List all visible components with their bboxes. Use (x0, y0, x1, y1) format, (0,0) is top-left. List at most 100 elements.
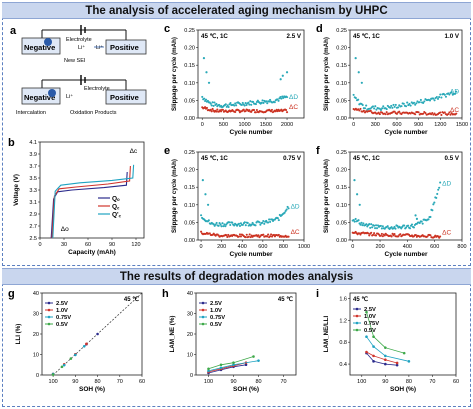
negative-label-top: Negative (24, 43, 55, 52)
top-cell-diagram: Negative Positive Electrolyte Li⁺ Li⁺ Ne… (21, 25, 147, 64)
x-tick-label: 200 (375, 244, 384, 250)
delta-c-point (448, 111, 451, 114)
delta-c-point (383, 234, 386, 237)
delta-d-point (254, 103, 257, 106)
delta-d-point (435, 196, 438, 199)
y-tick-label: 10 (33, 353, 39, 359)
series-point (384, 354, 387, 358)
series-point (372, 354, 375, 358)
series-point (384, 358, 387, 361)
delta-c-point (385, 111, 388, 114)
delta-d-point (415, 102, 418, 105)
delta-d-point (276, 217, 279, 220)
delta-c-point (287, 235, 290, 238)
delta-d-point (375, 227, 379, 230)
panel-h-lamne-chart: h 100 90 80 70 0 10 20 30 40 SOH (%) LAM_NE (%) 2.5V… (162, 288, 297, 393)
delta-d-point (209, 102, 212, 105)
panel-letter: h (162, 288, 169, 300)
voltage-label: 2.5 V (287, 33, 302, 40)
panel-letter: g (8, 288, 15, 300)
legend-marker (355, 321, 359, 325)
x-tick-label: 400 (403, 244, 412, 250)
delta-d-point (223, 223, 226, 226)
delta-d-point (412, 226, 415, 229)
series-line (51, 165, 131, 239)
y-tick-label: 0.10 (336, 81, 347, 87)
panel-d-slippage-chart: d 0 300 600 900 1200 1500 0.00 0.05 0.10 0.15 0.20 0… (316, 23, 468, 136)
delta-d-point (227, 106, 230, 109)
x-tick-label: 1000 (298, 244, 310, 250)
voltage-label: 0.75 V (283, 155, 302, 162)
delta-d-point (229, 223, 232, 227)
x-tick-label: 800 (279, 244, 288, 250)
panel-letter: c (164, 23, 170, 35)
panel-letter: d (316, 23, 323, 35)
delta-d-point (414, 214, 417, 217)
delta-c-point (234, 110, 237, 114)
series-point (365, 335, 368, 339)
y-axis-label: Slippage per cycle (mAh) (323, 37, 330, 111)
series-line (366, 311, 405, 354)
delta-c-point (253, 108, 256, 112)
positive-label-bottom: Positive (110, 93, 139, 102)
delta-d-point (429, 215, 432, 218)
x-tick-label: 600 (258, 244, 267, 250)
delta-d-point (354, 217, 357, 220)
delta-d-point (269, 220, 272, 223)
delta-c-point (447, 112, 450, 116)
delta-c-point (257, 234, 260, 237)
delta-d-point (403, 224, 406, 227)
series-point (372, 345, 375, 348)
delta-c-point (369, 109, 372, 112)
legend-delta-d: ΔD (442, 181, 451, 188)
x-tick-label: 1500 (456, 122, 468, 128)
delta-c-point (239, 235, 242, 238)
delta-d-point (280, 97, 283, 100)
delta-c-point (249, 236, 252, 239)
delta-c-point (277, 233, 280, 237)
series-point (62, 363, 66, 367)
delta-d-point (260, 101, 263, 104)
series-point (96, 332, 99, 336)
delta-d-point (431, 209, 434, 212)
intercalation-particle-icon (48, 89, 56, 97)
x-tick-label: 1500 (260, 122, 272, 128)
x-tick-label: 0 (201, 122, 204, 128)
x-tick-label: 500 (219, 122, 228, 128)
delta-d-point (354, 96, 357, 100)
plot-frame (197, 151, 305, 241)
delta-d-point (233, 104, 236, 107)
voltage-label: 1.0 V (445, 33, 460, 40)
delta-d-point (433, 99, 436, 102)
series-point (74, 353, 77, 357)
y-tick-label: 0.20 (336, 168, 347, 174)
legend-label: Q'꜀ (112, 212, 122, 219)
delta-d-point (408, 227, 412, 230)
delta-c-point (395, 112, 398, 115)
y-tick-label: 0.20 (184, 46, 195, 52)
legend-delta-c: ΔC (450, 107, 459, 114)
delta-d-point (207, 81, 211, 84)
delta-d-point (373, 224, 376, 227)
delta-d-point (215, 102, 218, 106)
y-tick-label: 0.00 (336, 116, 347, 122)
legend-label: 2.5V (364, 307, 376, 313)
panel-a-letter: a (10, 25, 17, 37)
y-tick-label: 0.25 (336, 28, 347, 34)
series-point (365, 350, 368, 354)
y-tick-label: 20 (187, 332, 193, 338)
y-tick-label: 0.20 (336, 46, 347, 52)
delta-d-point (245, 103, 248, 107)
series-line (208, 364, 247, 374)
x-axis-label: SOH (%) (390, 386, 416, 393)
delta-d-point (375, 108, 378, 111)
delta-c-point (248, 233, 251, 236)
delta-d-point (371, 105, 375, 108)
delta-c-point (267, 233, 270, 236)
delta-c-point (378, 113, 381, 116)
y-tick-label: 0.05 (184, 98, 195, 104)
li-label-top: Li⁺ (78, 44, 85, 51)
delta-d-point (414, 103, 417, 106)
y-tick-label: 0.25 (184, 150, 195, 156)
delta-c-point (439, 111, 442, 114)
